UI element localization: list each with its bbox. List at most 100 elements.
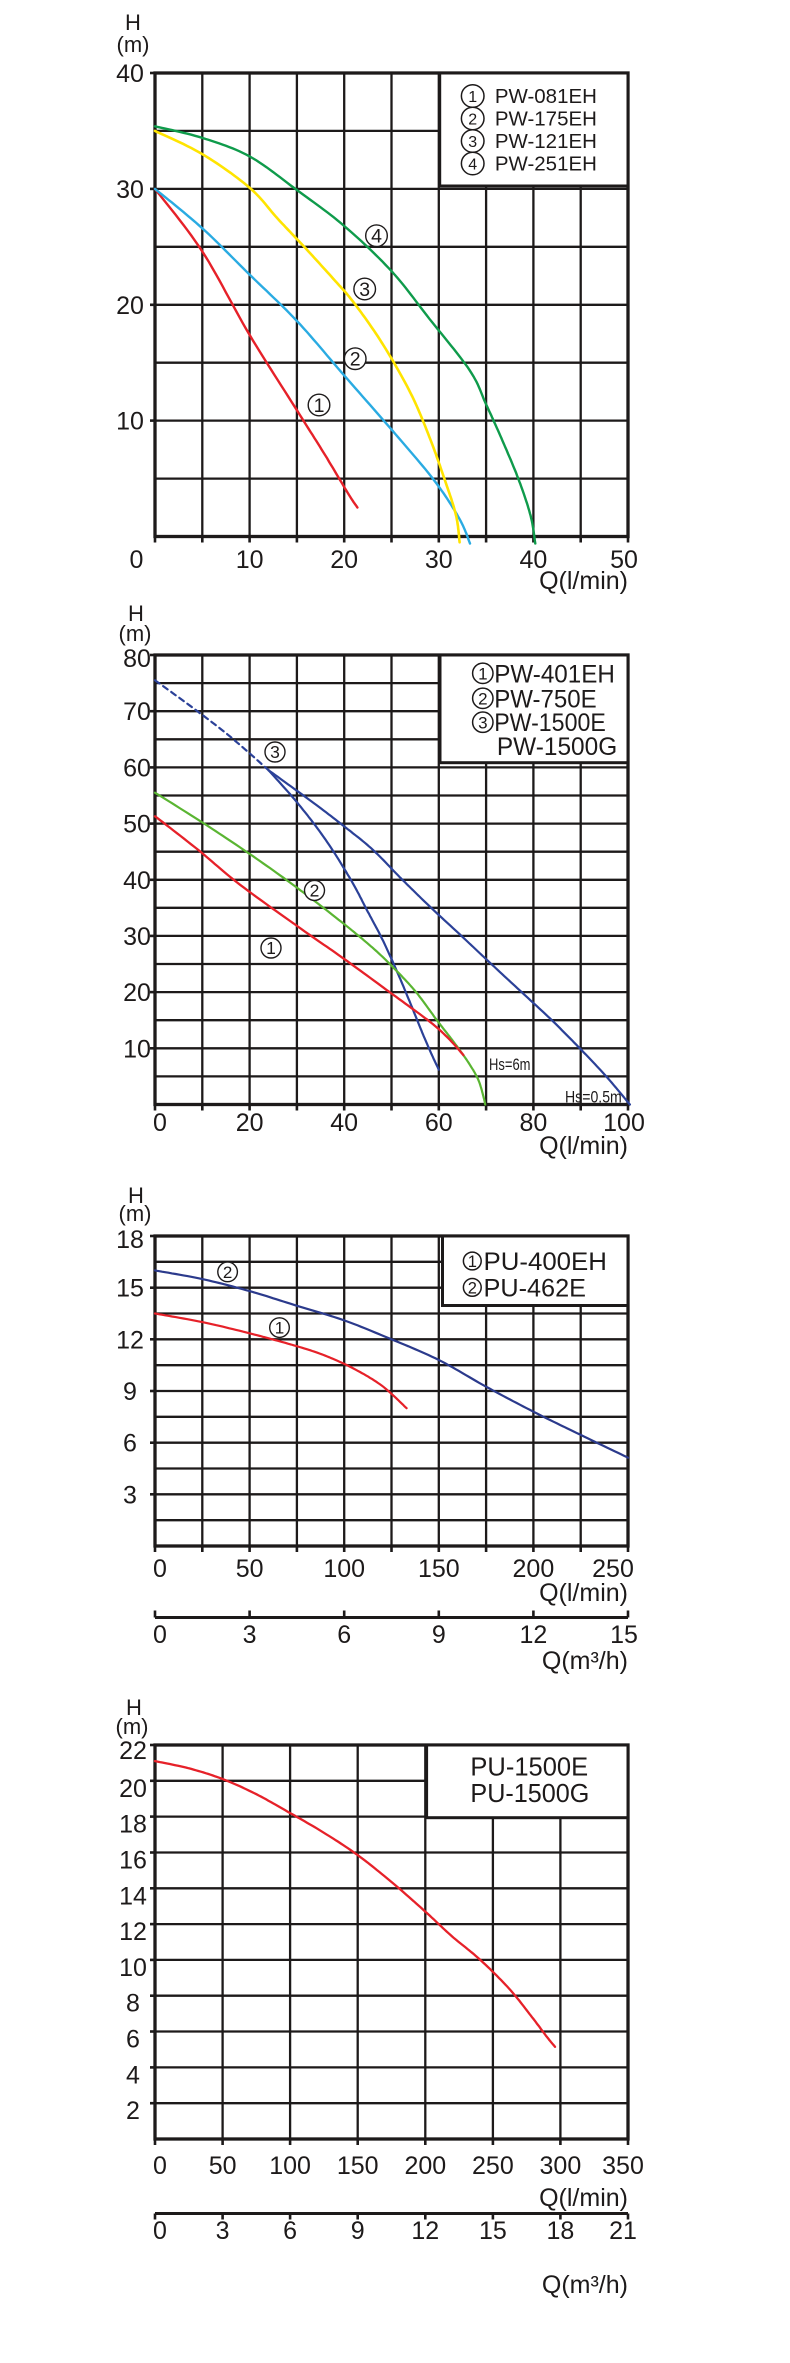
svg-text:50: 50 [123, 811, 151, 839]
svg-text:PW-1500E: PW-1500E [494, 709, 606, 737]
svg-text:22: 22 [119, 1737, 147, 1765]
svg-text:2: 2 [126, 2097, 140, 2125]
svg-text:250: 250 [592, 1555, 634, 1583]
svg-text:40: 40 [330, 1109, 358, 1137]
svg-text:PU-1500G: PU-1500G [470, 1778, 589, 1808]
svg-text:PW-401EH: PW-401EH [494, 660, 615, 688]
svg-text:10: 10 [236, 546, 264, 574]
svg-text:100: 100 [323, 1555, 365, 1583]
svg-text:Q(l/min): Q(l/min) [539, 1132, 628, 1160]
svg-text:40: 40 [123, 867, 151, 895]
svg-text:9: 9 [123, 1378, 137, 1406]
svg-text:Q(l/min): Q(l/min) [539, 567, 628, 595]
svg-text:350: 350 [602, 2152, 644, 2180]
svg-text:9: 9 [351, 2217, 365, 2245]
svg-text:1: 1 [468, 1253, 477, 1271]
svg-text:250: 250 [472, 2152, 514, 2180]
svg-text:2: 2 [223, 1263, 232, 1282]
svg-text:20: 20 [330, 546, 358, 574]
svg-text:2: 2 [468, 1279, 477, 1297]
svg-text:60: 60 [123, 754, 151, 782]
svg-text:2: 2 [468, 111, 477, 128]
svg-text:PW-081EH: PW-081EH [495, 85, 597, 108]
svg-text:60: 60 [425, 1109, 453, 1137]
svg-text:21: 21 [609, 2217, 637, 2245]
svg-text:80: 80 [519, 1109, 547, 1137]
svg-text:15: 15 [116, 1275, 144, 1303]
svg-text:10: 10 [123, 1035, 151, 1063]
svg-text:4: 4 [371, 226, 382, 248]
svg-text:0: 0 [153, 1109, 167, 1137]
svg-text:16: 16 [119, 1847, 147, 1875]
svg-text:200: 200 [404, 2152, 446, 2180]
svg-text:PW-121EH: PW-121EH [495, 130, 597, 153]
svg-text:12: 12 [519, 1621, 547, 1649]
svg-text:H: H [128, 1183, 144, 1208]
svg-text:12: 12 [116, 1326, 144, 1354]
svg-text:PU-1500E: PU-1500E [470, 1752, 588, 1782]
svg-text:H: H [126, 1695, 142, 1720]
svg-text:6: 6 [283, 2217, 297, 2245]
svg-text:40: 40 [116, 60, 144, 88]
svg-text:Q(m³/h): Q(m³/h) [542, 1647, 628, 1675]
svg-text:2: 2 [478, 689, 487, 708]
svg-text:20: 20 [236, 1109, 264, 1137]
svg-text:(m): (m) [119, 1201, 152, 1226]
svg-text:Hs=0.5m: Hs=0.5m [565, 1088, 622, 1107]
svg-text:6: 6 [123, 1430, 137, 1458]
svg-text:PW-175EH: PW-175EH [495, 108, 597, 131]
svg-text:4: 4 [468, 156, 477, 173]
svg-text:1: 1 [468, 89, 477, 106]
svg-text:4: 4 [126, 2061, 140, 2089]
svg-text:PU-462E: PU-462E [484, 1274, 587, 1302]
svg-text:50: 50 [209, 2152, 237, 2180]
svg-text:50: 50 [236, 1555, 264, 1583]
svg-text:H: H [125, 10, 141, 35]
svg-text:50: 50 [610, 546, 638, 574]
svg-text:9: 9 [432, 1621, 446, 1649]
svg-text:0: 0 [153, 1621, 167, 1649]
svg-text:70: 70 [123, 698, 151, 726]
svg-text:10: 10 [119, 1954, 147, 1982]
svg-text:PW-750E: PW-750E [494, 685, 597, 713]
svg-text:18: 18 [116, 1226, 144, 1254]
svg-text:PU-400EH: PU-400EH [484, 1248, 607, 1276]
svg-text:2: 2 [310, 881, 320, 901]
svg-text:10: 10 [116, 408, 144, 436]
svg-text:18: 18 [119, 1811, 147, 1839]
svg-text:3: 3 [243, 1621, 257, 1649]
svg-text:30: 30 [116, 176, 144, 204]
svg-text:2: 2 [350, 349, 361, 371]
svg-text:PW-251EH: PW-251EH [495, 153, 597, 176]
svg-text:15: 15 [610, 1621, 638, 1649]
svg-text:3: 3 [216, 2217, 230, 2245]
svg-text:PW-1500G: PW-1500G [497, 733, 617, 761]
svg-text:0: 0 [153, 1555, 167, 1583]
svg-text:30: 30 [123, 923, 151, 951]
svg-text:(m): (m) [116, 1714, 149, 1739]
svg-text:Q(m³/h): Q(m³/h) [542, 2271, 628, 2299]
svg-text:(m): (m) [119, 621, 152, 646]
svg-text:150: 150 [337, 2152, 379, 2180]
svg-text:30: 30 [425, 546, 453, 574]
svg-text:20: 20 [123, 979, 151, 1007]
svg-text:3: 3 [123, 1481, 137, 1509]
svg-text:150: 150 [418, 1555, 460, 1583]
svg-text:6: 6 [126, 2026, 140, 2054]
svg-text:Hs=6m: Hs=6m [489, 1055, 531, 1074]
svg-text:3: 3 [468, 134, 477, 151]
svg-text:12: 12 [119, 1918, 147, 1946]
svg-text:18: 18 [546, 2217, 574, 2245]
svg-text:1: 1 [478, 664, 487, 683]
svg-text:0: 0 [153, 2152, 167, 2180]
svg-text:100: 100 [603, 1109, 645, 1137]
svg-text:Q(l/min): Q(l/min) [539, 2184, 628, 2212]
svg-text:3: 3 [478, 713, 487, 732]
svg-text:80: 80 [123, 645, 151, 673]
svg-text:1: 1 [314, 395, 325, 417]
svg-text:20: 20 [116, 292, 144, 320]
svg-text:0: 0 [153, 2217, 167, 2245]
svg-text:1: 1 [266, 938, 276, 958]
svg-text:0: 0 [130, 546, 144, 574]
svg-text:15: 15 [479, 2217, 507, 2245]
